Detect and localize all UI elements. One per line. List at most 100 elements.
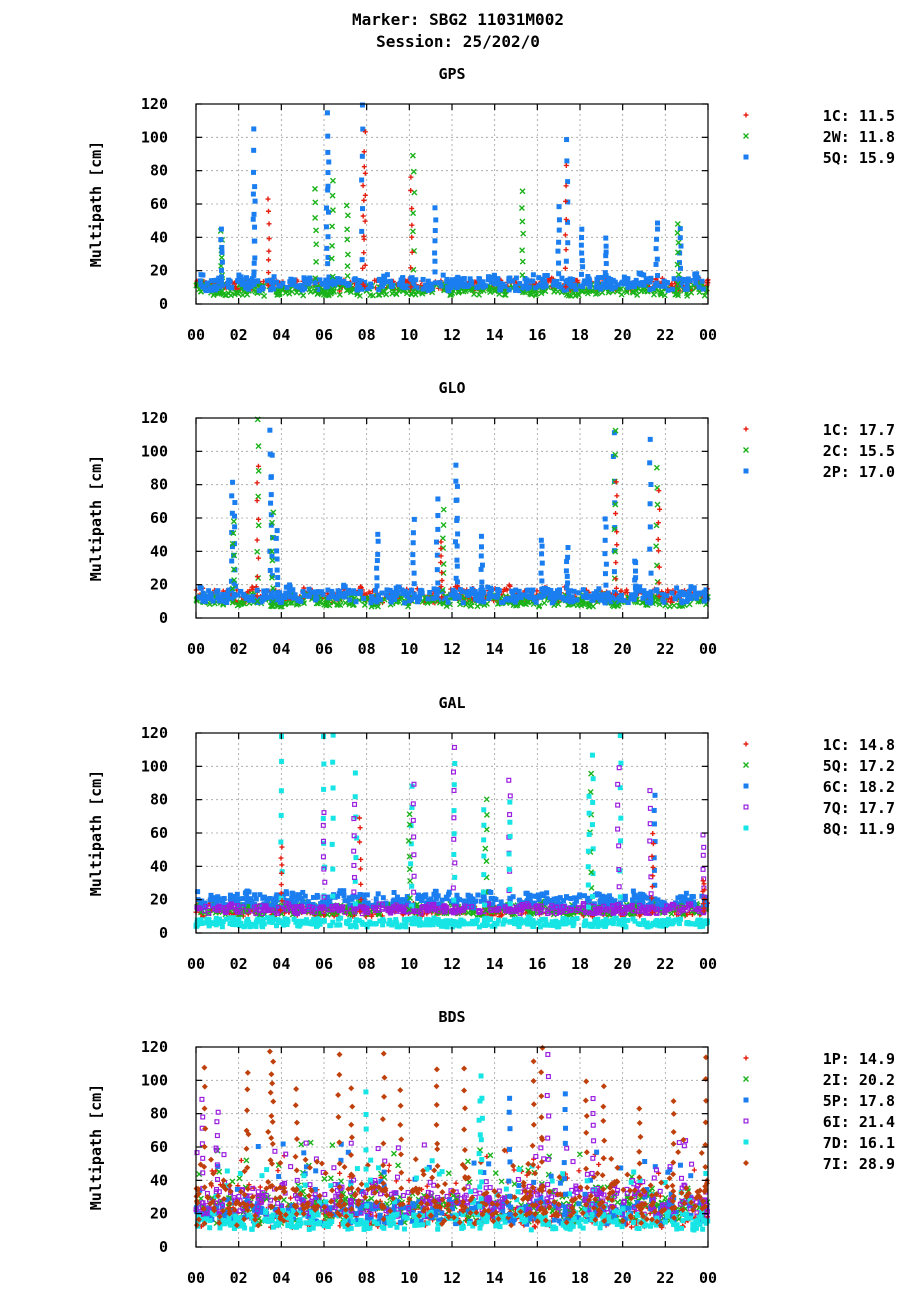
legend-label: 1C: 17.7 (823, 421, 895, 439)
x-tick-label: 14 (486, 1269, 504, 1287)
y-tick-label: 0 (159, 924, 168, 942)
x-tick-label: 12 (443, 640, 461, 658)
x-tick-label: 10 (400, 1269, 418, 1287)
spike (351, 801, 358, 915)
spike (200, 1064, 209, 1212)
y-tick-label: 100 (141, 757, 168, 775)
x-tick-label: 20 (614, 1269, 632, 1287)
spike (251, 184, 258, 287)
legend-entry: 7D: 16.1 (743, 1134, 895, 1152)
x-tick-label: 08 (358, 1269, 376, 1287)
spike (359, 102, 366, 285)
spike (268, 1058, 277, 1210)
spike (538, 537, 545, 600)
legend-label: 2W: 11.8 (823, 128, 895, 146)
spike (410, 516, 417, 597)
x-tick-label: 10 (400, 955, 418, 973)
spike (320, 810, 328, 914)
y-tick-label: 100 (141, 128, 168, 146)
spike (613, 479, 620, 597)
x-tick-label: 02 (230, 640, 248, 658)
spike (311, 185, 320, 294)
y-tick-label: 20 (150, 262, 168, 280)
legend-entry: 1C: 17.7 (743, 421, 895, 439)
legend-entry: 2I: 20.2 (743, 1071, 895, 1089)
legend-entry: 6C: 18.2 (743, 778, 895, 796)
spike (434, 496, 441, 598)
legend-entry: 5Q: 17.2 (743, 757, 895, 775)
axis-ticks: 00 02 04 06 08 10 12 14 16 18 20 22 0002040608010012… (141, 409, 717, 658)
x-tick-label: 08 (358, 955, 376, 973)
axis-ticks: 00 02 04 06 08 10 12 14 16 18 20 22 0002040608010012… (141, 1038, 717, 1287)
scatter-points (193, 732, 710, 930)
spike (335, 1051, 343, 1208)
y-tick-label: 120 (141, 724, 168, 742)
spike (602, 235, 609, 289)
spike (655, 488, 663, 599)
x-tick-label: 14 (486, 955, 504, 973)
x-tick-label: 18 (571, 955, 589, 973)
y-tick-label: 80 (150, 476, 168, 494)
y-tick-label: 80 (150, 1105, 168, 1123)
spike (538, 1044, 546, 1211)
x-tick-label: 00 (187, 640, 205, 658)
spike (265, 196, 272, 288)
spike (213, 1109, 221, 1206)
legend-label: 6C: 18.2 (823, 778, 895, 796)
y-tick-label: 60 (150, 509, 168, 527)
spike (348, 1085, 356, 1212)
legend-entry: 1P: 14.9 (743, 1050, 895, 1068)
spike (433, 1066, 441, 1210)
y-axis-label: Multipath [cm] (87, 1084, 105, 1210)
spike (649, 831, 656, 916)
x-tick-label: 22 (656, 1269, 674, 1287)
spike (529, 1058, 537, 1209)
spike (363, 1089, 370, 1226)
x-tick-label: 18 (571, 640, 589, 658)
legend-entry: 7I: 28.9 (743, 1155, 895, 1173)
figure-title-line1: Marker: SBG2 11031M002 (352, 10, 564, 29)
scatter-points (193, 416, 711, 610)
scatter-points (193, 102, 711, 299)
legend-entry: 2W: 11.8 (743, 128, 895, 146)
y-tick-label: 20 (150, 576, 168, 594)
spike (632, 558, 639, 598)
x-tick-label: 16 (528, 640, 546, 658)
spike (329, 732, 336, 925)
spike (670, 1098, 678, 1211)
x-tick-label: 12 (443, 326, 461, 344)
x-tick-label: 22 (656, 955, 674, 973)
x-tick-label: 04 (272, 955, 290, 973)
spike (451, 761, 458, 925)
legend-label: 5Q: 17.2 (823, 757, 895, 775)
legend-entry: 2P: 17.0 (743, 463, 895, 481)
axis-ticks: 00 02 04 06 08 10 12 14 16 18 20 22 0002040608010012… (141, 724, 717, 973)
y-tick-label: 40 (150, 857, 168, 875)
spike (506, 799, 513, 925)
legend-label: 7Q: 17.7 (823, 799, 895, 817)
legend: 1C: 17.7 2C: 15.5 2P: 17.0 (743, 421, 895, 481)
x-tick-label: 16 (528, 955, 546, 973)
legend-entry: 1C: 11.5 (743, 107, 895, 125)
spike (397, 1087, 405, 1208)
x-tick-label: 16 (528, 326, 546, 344)
x-tick-label: 06 (315, 326, 333, 344)
spike (562, 162, 569, 290)
y-tick-label: 80 (150, 791, 168, 809)
y-tick-label: 60 (150, 1138, 168, 1156)
x-tick-label: 20 (614, 640, 632, 658)
x-tick-label: 02 (230, 1269, 248, 1287)
spike (478, 533, 485, 601)
y-tick-label: 120 (141, 95, 168, 113)
spike (432, 205, 439, 286)
spike (476, 1098, 484, 1226)
y-tick-label: 0 (159, 295, 168, 313)
y-tick-label: 40 (150, 1171, 168, 1189)
spike (243, 1069, 251, 1208)
spike (611, 427, 619, 607)
